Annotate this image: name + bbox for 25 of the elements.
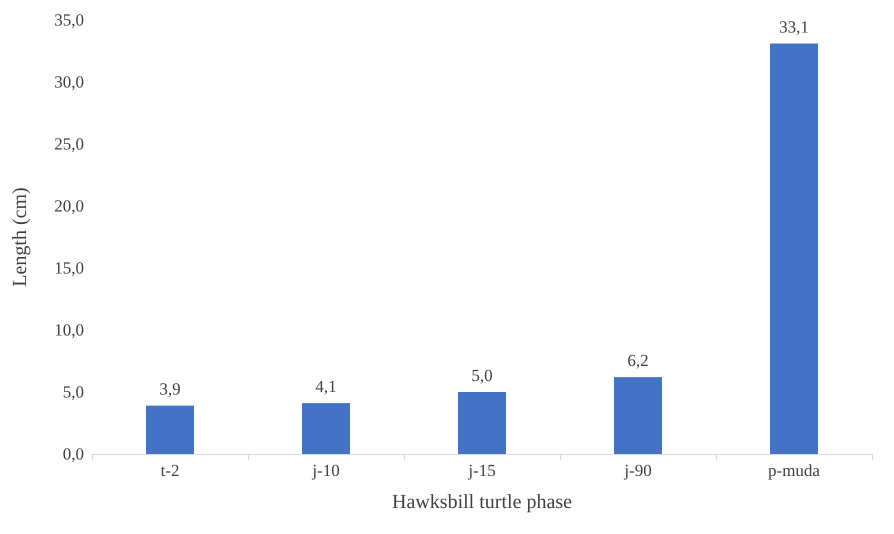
y-tick-label: 20,0 (54, 196, 84, 216)
x-tick-label: j-90 (623, 461, 652, 480)
y-tick-label: 25,0 (54, 134, 84, 154)
bar (614, 377, 662, 454)
y-tick-label: 15,0 (54, 258, 84, 278)
bar (458, 392, 506, 454)
y-tick-label: 5,0 (62, 382, 84, 402)
data-label: 6,2 (627, 351, 649, 370)
y-tick-label: 0,0 (62, 444, 84, 464)
bar (146, 406, 194, 454)
y-axis-title: Length (cm) (9, 187, 31, 287)
y-tick-label: 10,0 (54, 320, 84, 340)
data-label: 4,1 (315, 377, 337, 396)
data-label: 33,1 (779, 18, 809, 37)
x-axis-title: Hawksbill turtle phase (392, 491, 572, 513)
x-tick-label: j-15 (467, 461, 496, 480)
x-tick-label: t-2 (160, 461, 180, 480)
data-label: 3,9 (159, 380, 181, 399)
data-label: 5,0 (471, 366, 493, 385)
x-tick-label: j-10 (311, 461, 340, 480)
bar (302, 403, 350, 454)
y-tick-label: 35,0 (54, 10, 84, 30)
y-tick-label: 30,0 (54, 72, 84, 92)
x-tick-label: p-muda (768, 461, 820, 480)
bar (770, 44, 818, 454)
